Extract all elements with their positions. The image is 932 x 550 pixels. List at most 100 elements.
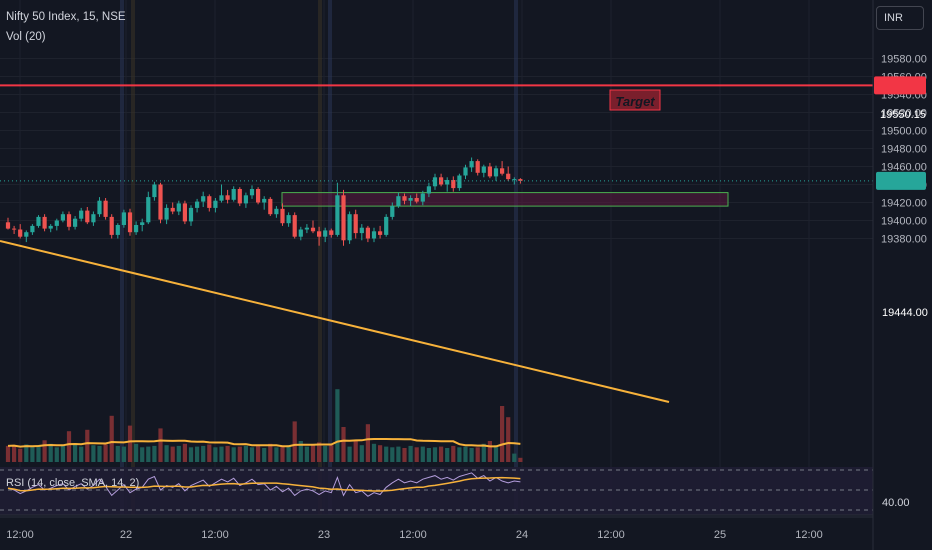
volume-bar — [487, 441, 492, 462]
volume-bar — [54, 447, 59, 462]
candle-body — [341, 195, 346, 241]
currency-selector[interactable]: INR — [876, 6, 924, 30]
volume-bar — [335, 389, 340, 462]
volume-bar — [256, 445, 261, 462]
y-tick-label: 19580.00 — [881, 54, 927, 66]
volume-bar — [140, 447, 145, 462]
candle-body — [323, 230, 328, 237]
candle-body — [304, 227, 309, 230]
candle-body — [353, 214, 358, 234]
volume-bar — [219, 446, 224, 462]
volume-bar — [420, 446, 425, 462]
volume-bar — [439, 446, 444, 462]
volume-bar — [280, 446, 285, 462]
volume-moving-average — [7, 438, 521, 448]
volume-bar — [243, 445, 248, 462]
candle-body — [42, 216, 47, 229]
volume-bar — [195, 446, 200, 462]
volume-bar — [164, 445, 169, 462]
candle-body — [310, 227, 316, 232]
candle-body — [182, 203, 187, 222]
candle-body — [420, 193, 425, 202]
volume-bar — [426, 448, 431, 462]
volume-bar — [518, 457, 523, 462]
candle-body — [481, 166, 486, 173]
candle-body — [500, 168, 505, 174]
y-tick-label: 19460.00 — [881, 162, 927, 174]
rsi-label: RSI (14, close, SMA, 14, 2) — [6, 477, 139, 489]
volume-bar — [66, 431, 72, 462]
candle-body — [176, 203, 181, 212]
volume-bar — [188, 447, 194, 462]
candle-body — [158, 184, 163, 220]
volume-bar — [500, 406, 505, 462]
volume-bar — [286, 445, 291, 462]
target-line[interactable] — [0, 84, 873, 111]
volume-bar — [353, 441, 358, 462]
volume-bar — [329, 445, 334, 462]
candle-body — [213, 200, 218, 208]
volume-bar — [158, 428, 163, 462]
candle-body — [60, 214, 65, 221]
volume-bar — [445, 448, 450, 462]
volume-bar — [201, 445, 206, 462]
volume-bar — [170, 446, 175, 462]
candle-body — [127, 212, 133, 233]
demand-zone[interactable] — [281, 192, 729, 207]
volume-bar — [317, 442, 322, 462]
x-tick-label: 12:00 — [399, 529, 427, 541]
session-break — [318, 0, 322, 515]
candle-body — [262, 198, 267, 203]
volume-bar — [396, 446, 401, 462]
candle-body — [463, 167, 468, 176]
candle-body — [408, 198, 413, 201]
y-tick-label: 19400.00 — [881, 216, 927, 228]
volume-bar — [323, 445, 328, 462]
candle-body — [414, 198, 419, 202]
symbol-title[interactable]: Nifty 50 Index, 15, NSE — [6, 11, 126, 23]
volume-bar — [60, 445, 65, 462]
volume-bar — [134, 443, 139, 462]
volume-bar — [79, 446, 84, 462]
target-price-label: 19550.15 — [880, 109, 926, 121]
volume-bar — [213, 447, 218, 462]
candle-body — [170, 207, 175, 212]
candle-body — [506, 173, 511, 180]
volume-bar — [152, 445, 157, 462]
volume-bar — [146, 446, 151, 462]
volume-ma-line — [7, 438, 521, 448]
candle-body — [79, 210, 84, 219]
volume-bar — [292, 421, 297, 462]
volume-bar — [207, 444, 212, 462]
volume-bar — [121, 446, 126, 462]
trendline[interactable] — [0, 240, 670, 403]
candle-body — [30, 225, 35, 233]
candle-body — [256, 189, 261, 203]
candle-body — [188, 207, 194, 222]
volume-bar — [97, 445, 102, 462]
rsi-tick-bg — [876, 493, 926, 511]
x-tick-label: 12:00 — [795, 529, 823, 541]
candles — [5, 157, 523, 246]
volume-bar — [85, 429, 90, 462]
volume-bar — [249, 447, 255, 462]
volume-bar — [347, 446, 352, 462]
candle-body — [274, 208, 279, 215]
candle-body — [121, 212, 126, 225]
candle-body — [146, 197, 151, 223]
candle-body — [457, 175, 462, 189]
x-tick-label: 25 — [714, 529, 726, 541]
candle-body — [140, 222, 145, 225]
candle-body — [85, 210, 90, 223]
volume-bar — [457, 447, 462, 462]
volume-bar — [274, 447, 279, 462]
last-price-label: 19444.00 — [882, 307, 928, 319]
candle-body — [152, 184, 157, 198]
candle-body — [195, 201, 200, 208]
candle-body — [36, 216, 41, 226]
volume-bar — [365, 424, 370, 462]
candle-body — [512, 179, 517, 181]
volume-legend[interactable]: Vol (20) — [6, 31, 46, 43]
